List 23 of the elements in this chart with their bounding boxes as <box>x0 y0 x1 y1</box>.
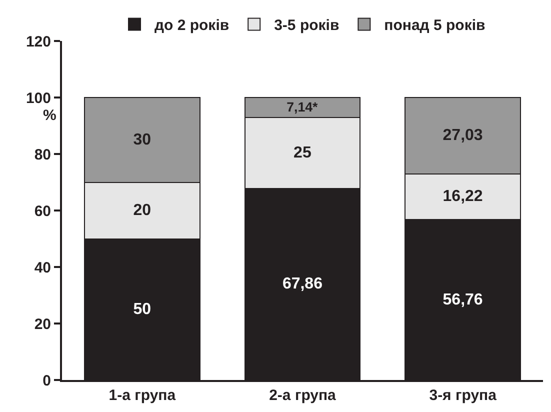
data-label: 16,22 <box>442 188 483 206</box>
y-tick-label: 20 <box>34 316 51 333</box>
y-tick-label: 60 <box>34 202 51 220</box>
legend-label: до 2 років <box>154 17 230 34</box>
data-label: 50 <box>133 300 152 318</box>
data-label: 30 <box>133 131 152 148</box>
legend-label: понад 5 років <box>384 17 486 34</box>
data-label: 20 <box>133 202 152 219</box>
y-tick-label: 40 <box>34 259 51 276</box>
x-tick-label: 3-я група <box>429 387 498 404</box>
y-axis-title: % <box>43 107 56 124</box>
y-tick-label: 0 <box>42 372 51 390</box>
x-tick-label: 1-а група <box>108 387 176 404</box>
data-label: 7,14* <box>286 99 319 114</box>
y-tick-label: 100 <box>26 90 51 107</box>
legend-label: 3-5 років <box>274 17 340 34</box>
data-label: 56,76 <box>442 291 483 308</box>
data-label: 25 <box>294 144 312 162</box>
y-tick-label: 80 <box>34 146 51 164</box>
y-tick-label: 120 <box>26 33 51 50</box>
data-label: 27,03 <box>442 127 483 144</box>
x-tick-label: 2-а група <box>269 387 337 404</box>
data-label: 67,86 <box>282 276 323 293</box>
